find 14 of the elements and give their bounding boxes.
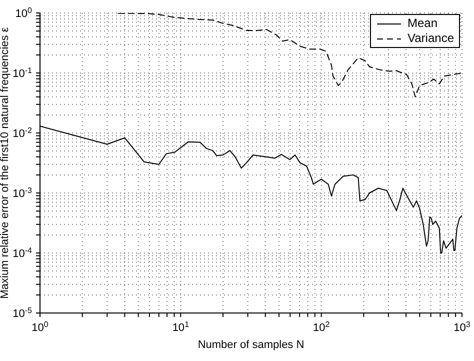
y-tick-label: 10$^{-2}$ — [12, 126, 33, 140]
y-axis-title: Maxium relative error of the first10 natural frequencies ε — [0, 27, 11, 299]
x-tick-label: 10$^{3}$ — [454, 320, 471, 334]
y-tick-label: 10$^{-5}$ — [12, 306, 33, 320]
y-tick-label: 10$^{-4}$ — [12, 246, 33, 260]
x-tick-label: 10$^{0}$ — [32, 320, 49, 334]
x-tick-label: 10$^{1}$ — [172, 320, 190, 334]
y-tick-label: 10$^{0}$ — [15, 6, 33, 20]
x-axis-title: Number of samples N — [198, 339, 304, 351]
legend-label: Mean — [408, 16, 438, 31]
y-tick-label: 10$^{-1}$ — [12, 66, 33, 80]
y-tick-label: 10$^{-3}$ — [12, 186, 33, 200]
x-tick-label: 10$^{2}$ — [312, 320, 330, 334]
legend-label: Variance — [408, 31, 454, 46]
